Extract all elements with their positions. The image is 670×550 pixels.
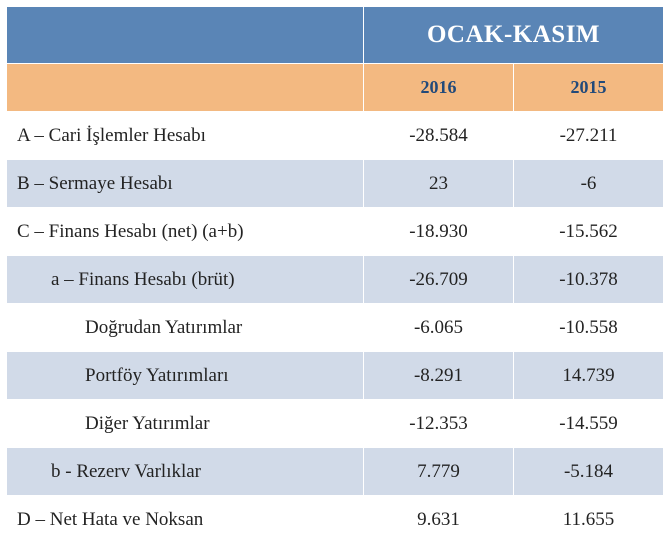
cell-2016: -18.930	[364, 208, 514, 256]
cell-2015: 14.739	[514, 352, 664, 400]
header-row: OCAK-KASIM	[7, 7, 664, 64]
row-label: Diğer Yatırımlar	[7, 400, 364, 448]
cell-2015: -15.562	[514, 208, 664, 256]
cell-2015: -27.211	[514, 112, 664, 160]
cell-2016: 23	[364, 160, 514, 208]
header-title: OCAK-KASIM	[364, 7, 664, 64]
table-row: C – Finans Hesabı (net) (a+b)-18.930-15.…	[7, 208, 664, 256]
year-2015: 2015	[514, 64, 664, 112]
row-label: D – Net Hata ve Noksan	[7, 496, 364, 544]
table-row: A – Cari İşlemler Hesabı-28.584-27.211	[7, 112, 664, 160]
cell-2016: -8.291	[364, 352, 514, 400]
row-label: Doğrudan Yatırımlar	[7, 304, 364, 352]
cell-2015: -10.558	[514, 304, 664, 352]
year-row: 2016 2015	[7, 64, 664, 112]
table-row: Portföy Yatırımları-8.29114.739	[7, 352, 664, 400]
table-row: b - Rezerv Varlıklar7.779-5.184	[7, 448, 664, 496]
year-2016: 2016	[364, 64, 514, 112]
cell-2015: -14.559	[514, 400, 664, 448]
row-label: a – Finans Hesabı (brüt)	[7, 256, 364, 304]
table-row: B – Sermaye Hesabı23-6	[7, 160, 664, 208]
row-label: Portföy Yatırımları	[7, 352, 364, 400]
table-row: a – Finans Hesabı (brüt)-26.709-10.378	[7, 256, 664, 304]
table-row: Doğrudan Yatırımlar-6.065-10.558	[7, 304, 664, 352]
cell-2016: -6.065	[364, 304, 514, 352]
year-blank	[7, 64, 364, 112]
cell-2015: -6	[514, 160, 664, 208]
table-row: D – Net Hata ve Noksan9.63111.655	[7, 496, 664, 544]
row-label: C – Finans Hesabı (net) (a+b)	[7, 208, 364, 256]
cell-2015: 11.655	[514, 496, 664, 544]
balance-table: OCAK-KASIM 2016 2015 A – Cari İşlemler H…	[6, 6, 664, 544]
cell-2016: 9.631	[364, 496, 514, 544]
row-label: b - Rezerv Varlıklar	[7, 448, 364, 496]
row-label: A – Cari İşlemler Hesabı	[7, 112, 364, 160]
table-row: Diğer Yatırımlar-12.353-14.559	[7, 400, 664, 448]
cell-2016: -12.353	[364, 400, 514, 448]
row-label: B – Sermaye Hesabı	[7, 160, 364, 208]
cell-2016: 7.779	[364, 448, 514, 496]
cell-2015: -5.184	[514, 448, 664, 496]
cell-2016: -26.709	[364, 256, 514, 304]
cell-2015: -10.378	[514, 256, 664, 304]
header-blank	[7, 7, 364, 64]
cell-2016: -28.584	[364, 112, 514, 160]
